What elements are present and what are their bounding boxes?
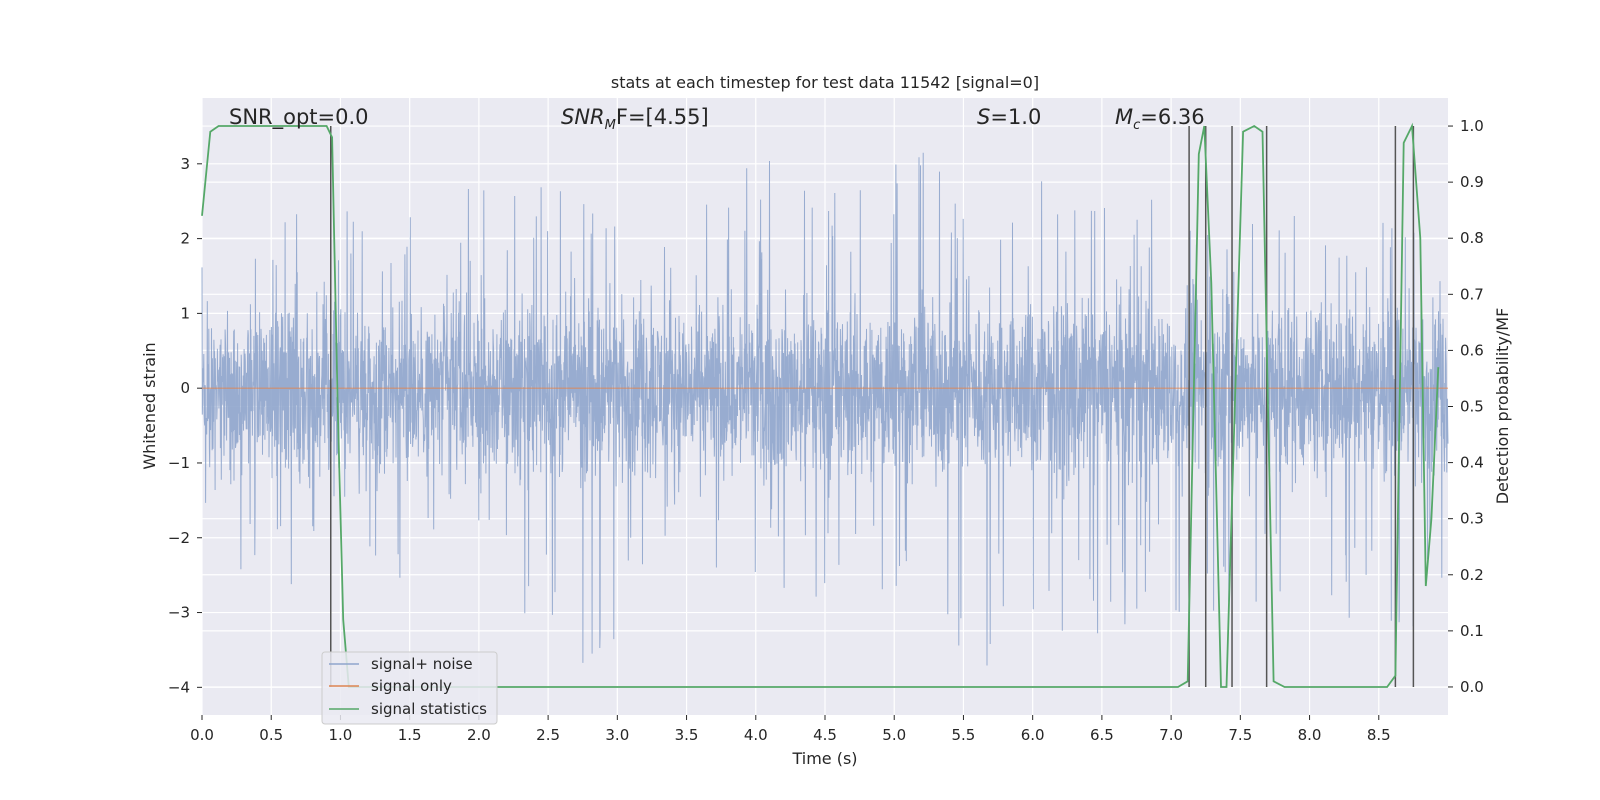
y-tick-label-left: −2 <box>168 529 190 547</box>
legend-label-signal: signal only <box>371 677 452 695</box>
x-tick-label: 1.0 <box>329 726 353 744</box>
annotation-s-symbol: S <box>977 105 990 129</box>
y-axis-label-right: Detection probability/MF <box>1493 308 1512 505</box>
noise-trace <box>201 152 1449 666</box>
x-tick-label: 4.5 <box>813 726 837 744</box>
x-tick-label: 6.5 <box>1090 726 1114 744</box>
legend-label-stats: signal statistics <box>371 700 487 718</box>
x-tick-label: 0.5 <box>259 726 283 744</box>
annotations: SNR_opt=0.0 SNRMF=[4.55] S=1.0 Mc=6.36 <box>229 105 1205 133</box>
y-tick-label-left: −4 <box>168 678 190 696</box>
stats-series <box>201 122 1440 688</box>
annotation-snr-mf: SNRMF=[4.55] <box>561 105 709 133</box>
y-tick-label-left: −1 <box>168 454 190 472</box>
y-tick-label-left: 3 <box>180 155 190 173</box>
x-ticks: 0.0 0.5 1.0 1.5 2.0 2.5 3.0 3.5 4.0 4.5 5.0 5.5 6.0 6… <box>190 715 1391 744</box>
x-tick-label: 0.0 <box>190 726 214 744</box>
x-tick-label: 5.5 <box>952 726 976 744</box>
annotation-snr-opt: SNR_opt=0.0 <box>229 105 369 130</box>
annotation-snr-mf-symbol: SNR <box>561 105 605 129</box>
annotation-mc: Mc=6.36 <box>1115 105 1205 133</box>
annotation-mc-subscript: c <box>1133 118 1140 133</box>
annotation-snr-mf-value: F=[4.55] <box>616 105 709 129</box>
x-tick-label: 5.0 <box>882 726 906 744</box>
x-tick-label: 3.5 <box>675 726 699 744</box>
x-tick-label: 7.0 <box>1159 726 1183 744</box>
x-tick-label: 3.0 <box>605 726 629 744</box>
vertical-markers <box>330 126 1415 687</box>
legend-box <box>321 651 498 725</box>
y-tick-label-right: 0.1 <box>1460 622 1484 640</box>
y-tick-label-right: 0.0 <box>1460 678 1484 696</box>
y-tick-label-right: 0.6 <box>1460 341 1484 359</box>
x-tick-label: 8.0 <box>1298 726 1322 744</box>
x-tick-label: 2.0 <box>467 726 491 744</box>
x-axis-label: Time (s) <box>791 749 857 768</box>
legend-label-noise: signal+ noise <box>371 655 473 673</box>
y-tick-label-left: 0 <box>180 379 190 397</box>
x-tick-label: 1.5 <box>398 726 422 744</box>
legend: signal+ noise signal only signal statist… <box>321 651 498 725</box>
noise-series <box>201 152 1449 666</box>
chart-title: stats at each timestep for test data 115… <box>611 73 1039 92</box>
annotation-mc-value: =6.36 <box>1140 105 1204 129</box>
y-tick-label-right: 0.9 <box>1460 173 1484 191</box>
y-tick-label-left: 2 <box>180 230 190 248</box>
y-ticks-left: −4 −3 −2 −1 0 1 2 3 <box>168 155 202 696</box>
y-tick-label-right: 0.8 <box>1460 229 1484 247</box>
annotation-mc-symbol: M <box>1115 105 1133 129</box>
x-tick-label: 2.5 <box>536 726 560 744</box>
y-tick-label-left: −3 <box>168 604 190 622</box>
stats-line <box>201 122 1440 688</box>
y-tick-label-right: 0.4 <box>1460 454 1484 472</box>
x-tick-label: 6.0 <box>1021 726 1045 744</box>
y-ticks-right: 0.0 0.1 0.2 0.3 0.4 0.5 0.6 0.7 0.8 0.9 1.0 <box>1448 117 1484 696</box>
y-tick-label-right: 0.2 <box>1460 566 1484 584</box>
y-tick-label-right: 0.3 <box>1460 510 1484 528</box>
y-tick-label-left: 1 <box>180 304 190 322</box>
annotation-snr-mf-subscript: M <box>605 118 616 133</box>
y-tick-label-right: 1.0 <box>1460 117 1484 135</box>
annotation-s: S=1.0 <box>977 105 1041 129</box>
annotation-s-value: =1.0 <box>990 105 1041 129</box>
x-tick-label: 8.5 <box>1367 726 1391 744</box>
x-tick-label: 7.5 <box>1228 726 1252 744</box>
x-tick-label: 4.0 <box>744 726 768 744</box>
y-axis-label-left: Whitened strain <box>140 342 159 469</box>
y-tick-label-right: 0.7 <box>1460 285 1484 303</box>
y-tick-label-right: 0.5 <box>1460 398 1484 416</box>
